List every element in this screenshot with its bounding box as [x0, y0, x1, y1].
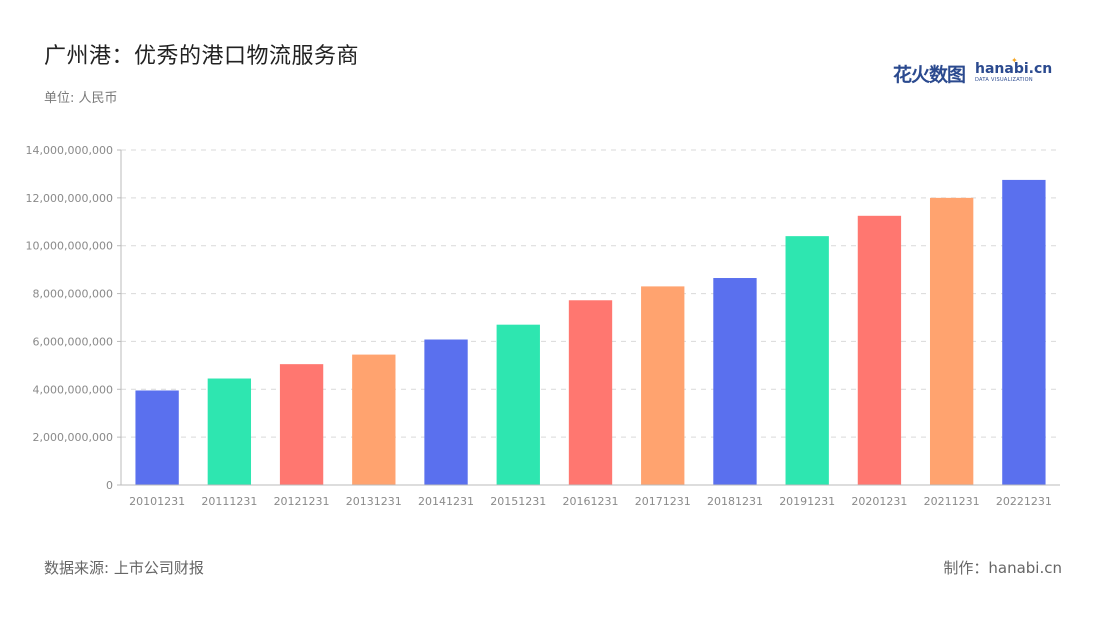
bar-20151231[interactable] — [496, 324, 540, 485]
bar-20161231[interactable] — [568, 300, 613, 485]
x-tick-label: 20141231 — [418, 495, 474, 508]
bars — [135, 179, 1046, 486]
x-tick-label: 20111231 — [201, 495, 257, 508]
bar-20191231[interactable] — [785, 236, 829, 485]
y-tick-label: 10,000,000,000 — [26, 240, 113, 253]
x-tick-label: 20101231 — [129, 495, 185, 508]
x-tick-label: 20221231 — [996, 495, 1052, 508]
bar-20201231[interactable] — [857, 215, 902, 485]
x-tick-label: 20211231 — [924, 495, 980, 508]
x-tick-label: 20161231 — [563, 495, 619, 508]
bar-20121231[interactable] — [279, 364, 324, 485]
x-tick-label: 20191231 — [779, 495, 835, 508]
y-tick-label: 12,000,000,000 — [26, 192, 113, 205]
bar-20181231[interactable] — [713, 278, 757, 485]
axes: 0 2,000,000,000 4,000,000,000 6,000,000,000… — [26, 144, 1060, 508]
x-tick-label: 20121231 — [274, 495, 330, 508]
grid-lines — [121, 149, 1060, 438]
unit-label: 单位: 人民币 — [44, 91, 118, 106]
bar-20211231[interactable] — [929, 197, 974, 485]
brand-logo[interactable]: 花火数图 hanabi.cn DATA VISUALIZATION ✦ — [893, 56, 1052, 86]
y-tick-label: 6,000,000,000 — [33, 335, 113, 348]
x-tick-label: 20201231 — [851, 495, 907, 508]
x-tick-label: 20131231 — [346, 495, 402, 508]
data-source: 数据来源: 上市公司财报 — [44, 559, 204, 577]
bar-20131231[interactable] — [352, 354, 396, 485]
logo-subtitle: DATA VISUALIZATION — [975, 77, 1033, 83]
bar-20101231[interactable] — [135, 390, 179, 485]
chart-title: 广州港：优秀的港口物流服务商 — [44, 44, 360, 69]
bar-20221231[interactable] — [1002, 179, 1046, 486]
y-tick-label: 4,000,000,000 — [33, 383, 113, 396]
x-tick-label: 20171231 — [635, 495, 691, 508]
x-tick-label: 20151231 — [490, 495, 546, 508]
logo-text-en: hanabi.cn — [975, 61, 1053, 77]
y-tick-label: 14,000,000,000 — [26, 144, 113, 157]
x-tick-label: 20181231 — [707, 495, 763, 508]
bar-20111231[interactable] — [207, 378, 252, 485]
y-tick-label: 0 — [106, 479, 113, 492]
bar-20141231[interactable] — [424, 339, 468, 485]
y-tick-label: 2,000,000,000 — [33, 431, 113, 444]
logo-text-cn: 花火数图 — [893, 64, 966, 86]
y-tick-label: 8,000,000,000 — [33, 288, 113, 301]
bar-20171231[interactable] — [641, 286, 685, 485]
sparkle-icon: ✦ — [1011, 56, 1018, 65]
credit-text: 制作：hanabi.cn — [943, 559, 1062, 577]
